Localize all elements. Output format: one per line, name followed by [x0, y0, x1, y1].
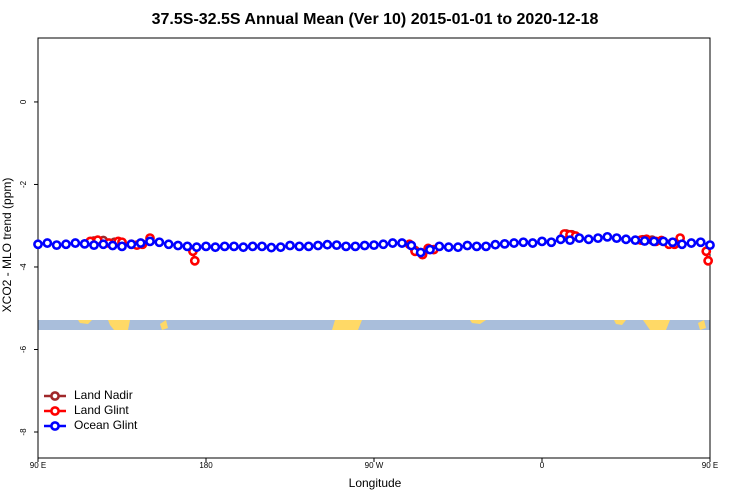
data-point	[191, 242, 202, 253]
y-tick-label: 0	[19, 99, 28, 104]
data-point	[219, 241, 230, 252]
legend-marker	[50, 391, 60, 401]
data-point	[443, 242, 454, 253]
data-point	[387, 238, 398, 248]
data-point	[117, 241, 127, 252]
data-point	[593, 233, 603, 243]
data-point	[79, 238, 90, 249]
data-point	[247, 241, 258, 252]
data-point	[621, 234, 631, 245]
data-point	[555, 234, 566, 245]
data-point	[425, 244, 435, 255]
legend-label: Ocean Glint	[74, 418, 138, 432]
series	[33, 231, 715, 258]
y-axis-title: XCO2 - MLO trend (ppm)	[0, 178, 14, 313]
data-point	[210, 242, 221, 253]
legend-label: Land Nadir	[74, 388, 133, 402]
data-point	[285, 240, 295, 251]
data-point	[33, 239, 43, 250]
data-point	[649, 236, 659, 247]
chart-title: 37.5S-32.5S Annual Mean (Ver 10) 2015-01…	[152, 11, 599, 28]
data-point	[238, 242, 249, 253]
data-point	[145, 236, 155, 247]
y-tick-label: -6	[19, 345, 28, 353]
data-point	[509, 238, 519, 248]
data-point	[89, 240, 99, 251]
y-tick-label: -4	[19, 263, 28, 271]
x-tick-label: 90 W	[365, 461, 384, 470]
data-point	[189, 255, 200, 266]
data-point	[313, 240, 323, 251]
data-point	[331, 240, 342, 251]
data-point	[415, 247, 426, 258]
data-point	[471, 241, 482, 252]
data-point	[229, 241, 239, 252]
data-point	[611, 233, 622, 243]
x-tick-label: 0	[540, 461, 545, 470]
map-strip	[38, 320, 710, 330]
data-point	[602, 231, 613, 242]
legend-marker	[50, 406, 60, 416]
x-tick-label: 90 E	[30, 461, 46, 470]
data-point	[583, 234, 594, 245]
data-point	[481, 241, 491, 252]
data-point	[163, 239, 174, 250]
data-point	[499, 238, 510, 249]
data-point	[341, 241, 351, 252]
data-point	[630, 235, 641, 246]
data-point	[182, 241, 193, 252]
data-point	[266, 242, 277, 253]
data-point	[135, 238, 146, 248]
data-point	[294, 241, 305, 252]
data-point	[406, 240, 417, 251]
data-point	[257, 241, 267, 252]
x-tick-label: 90 E	[702, 461, 718, 470]
x-tick-label: 180	[199, 461, 213, 470]
data-point	[397, 238, 407, 248]
data-point	[686, 238, 697, 248]
legend-marker	[50, 421, 60, 431]
data-point	[565, 235, 575, 246]
x-axis-title: Longitude	[349, 476, 402, 490]
data-point	[490, 239, 501, 250]
data-point	[658, 236, 669, 247]
data-point	[527, 238, 538, 248]
data-point	[574, 233, 585, 243]
y-tick-label: -8	[19, 428, 28, 436]
data-point	[453, 242, 463, 253]
data-point	[378, 239, 389, 250]
data-point	[359, 240, 370, 251]
data-point	[677, 239, 687, 250]
data-point	[201, 241, 211, 252]
data-point	[126, 239, 137, 250]
legend-label: Land Glint	[74, 403, 129, 417]
data-point	[70, 238, 81, 248]
data-point	[695, 237, 706, 248]
data-point	[705, 240, 715, 251]
data-point	[462, 240, 473, 251]
data-point	[667, 237, 678, 248]
data-point	[322, 239, 333, 250]
data-point	[537, 236, 547, 247]
data-point	[42, 238, 53, 248]
data-point	[303, 241, 314, 252]
data-point	[275, 242, 286, 253]
data-point	[518, 237, 529, 248]
data-point	[107, 240, 118, 251]
data-point	[546, 237, 557, 248]
data-point	[154, 237, 165, 248]
data-point	[703, 255, 714, 266]
data-point	[639, 236, 650, 246]
data-point	[350, 241, 361, 252]
data-point	[173, 240, 183, 251]
data-point	[369, 240, 379, 251]
data-point	[51, 240, 62, 251]
y-tick-label: -2	[19, 180, 28, 188]
data-point	[434, 241, 445, 252]
data-point	[98, 239, 109, 250]
data-point	[61, 239, 71, 250]
